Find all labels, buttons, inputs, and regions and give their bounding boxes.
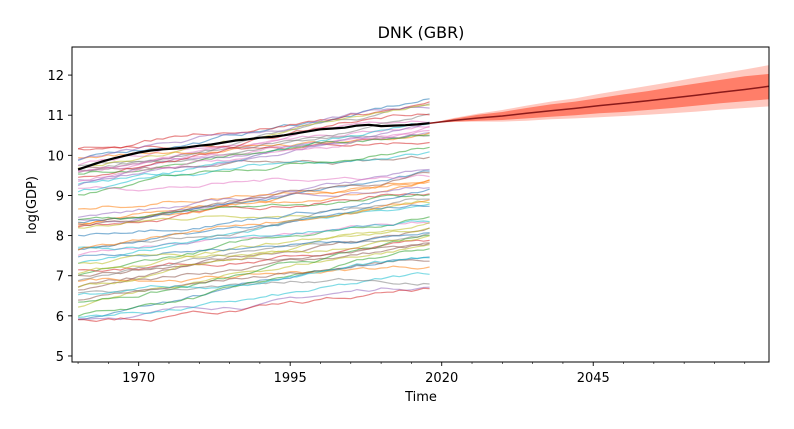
y-axis-label: log(GDP) [25, 176, 40, 234]
background-series-line [78, 171, 430, 226]
forecast-outer-band [429, 65, 769, 124]
background-series-line [77, 151, 430, 185]
y-tick-label: 8 [56, 230, 64, 245]
background-series-line [77, 129, 430, 182]
background-series-line [78, 125, 430, 173]
y-tick-label: 5 [56, 350, 64, 365]
background-series-line [78, 174, 430, 192]
background-series-line [77, 233, 430, 282]
forecast-inner-band [429, 73, 769, 124]
background-series-line [77, 193, 430, 228]
y-tick-label: 11 [47, 109, 64, 124]
y-tick-label: 7 [56, 270, 64, 285]
background-series-line [78, 265, 430, 283]
background-series-line [78, 220, 430, 251]
chart-title: DNK (GBR) [378, 23, 465, 42]
background-series-line [78, 287, 430, 323]
background-series-line [77, 248, 430, 317]
series-line-dnk [77, 122, 430, 171]
background-series-group [77, 98, 430, 323]
background-series-line [78, 193, 430, 221]
background-series-line [77, 199, 430, 251]
background-series-line [77, 216, 430, 276]
main-series-group [77, 122, 430, 171]
background-series-line [78, 134, 430, 175]
background-series-line [78, 186, 430, 218]
background-series-line [77, 244, 430, 308]
forecast-median-line [429, 85, 769, 124]
x-tick-label: 2045 [577, 371, 610, 386]
background-series-line [78, 242, 430, 277]
y-tick-label: 10 [47, 149, 64, 164]
background-series-line [77, 203, 430, 264]
background-series-line [78, 146, 430, 196]
background-series-line [77, 256, 430, 296]
background-series-line [77, 101, 430, 150]
y-axis-ticks: 5 6 7 8 9 10 11 12 [47, 69, 72, 365]
plot-area [77, 65, 769, 323]
y-tick-label: 6 [56, 310, 64, 325]
background-series-line [78, 188, 430, 237]
background-series-line [77, 121, 430, 187]
x-tick-label: 1970 [122, 371, 155, 386]
y-tick-label: 12 [47, 69, 64, 84]
x-tick-label: 2020 [425, 371, 458, 386]
background-series-line [78, 113, 430, 167]
background-series-line [78, 235, 430, 265]
background-series-line [78, 204, 430, 251]
background-series-line [77, 120, 430, 166]
y-tick-label: 9 [56, 189, 64, 204]
background-series-line [77, 106, 430, 161]
background-series-line [77, 222, 430, 289]
plot-frame [71, 46, 770, 363]
x-axis-ticks: 1970 1995 2020 2045 [77, 362, 746, 386]
background-series-line [78, 181, 430, 210]
forecast-group [429, 65, 769, 124]
x-axis-label: Time [404, 390, 437, 405]
background-series-line [77, 198, 430, 251]
x-tick-label: 1995 [274, 371, 307, 386]
